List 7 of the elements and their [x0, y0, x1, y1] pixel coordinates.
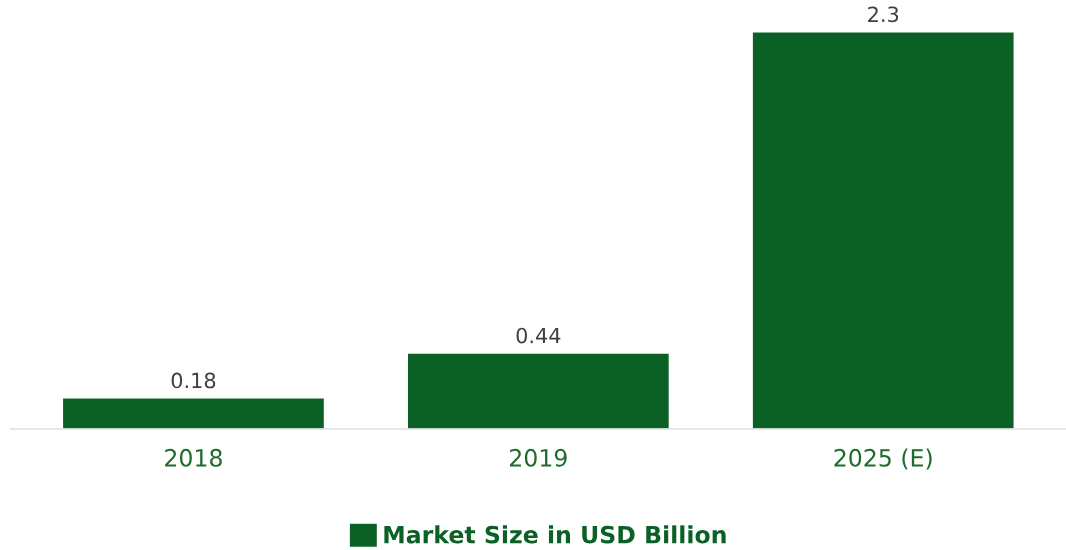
x-tick-label: 2018: [165, 448, 222, 467]
legend-label: Market Size in USD Billion: [384, 525, 726, 544]
data-label: 0.44: [516, 327, 561, 344]
data-label: 0.18: [171, 372, 216, 389]
x-tick-label: 2025 (E): [834, 448, 932, 470]
x-tick-label: 2019: [510, 448, 567, 467]
data-label: 2.3: [868, 6, 899, 23]
